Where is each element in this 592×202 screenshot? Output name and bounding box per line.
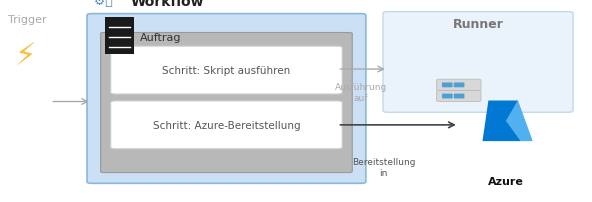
Text: Schritt: Skript ausführen: Schritt: Skript ausführen — [162, 66, 291, 76]
FancyBboxPatch shape — [105, 18, 134, 55]
Text: ⚙‍👥: ⚙‍👥 — [94, 0, 112, 8]
FancyBboxPatch shape — [454, 94, 465, 99]
Text: Ausführung
auf: Ausführung auf — [335, 83, 387, 102]
FancyBboxPatch shape — [101, 33, 352, 173]
FancyBboxPatch shape — [437, 91, 481, 102]
Text: Schritt: Azure-Bereitstellung: Schritt: Azure-Bereitstellung — [153, 120, 300, 130]
Polygon shape — [482, 101, 521, 141]
Text: Auftrag: Auftrag — [140, 32, 182, 42]
Polygon shape — [506, 101, 533, 141]
FancyBboxPatch shape — [442, 94, 453, 99]
Text: Azure: Azure — [488, 176, 524, 186]
FancyBboxPatch shape — [437, 80, 481, 91]
Text: Workflow: Workflow — [130, 0, 204, 9]
FancyBboxPatch shape — [454, 83, 465, 88]
Text: Runner: Runner — [453, 18, 504, 31]
Text: Trigger: Trigger — [8, 15, 46, 25]
FancyBboxPatch shape — [87, 15, 366, 183]
Text: Bereitstellung
in: Bereitstellung in — [352, 158, 416, 177]
FancyBboxPatch shape — [111, 47, 342, 95]
FancyBboxPatch shape — [442, 83, 453, 88]
FancyBboxPatch shape — [383, 13, 573, 113]
Text: ⚡: ⚡ — [15, 42, 36, 71]
FancyBboxPatch shape — [111, 101, 342, 149]
